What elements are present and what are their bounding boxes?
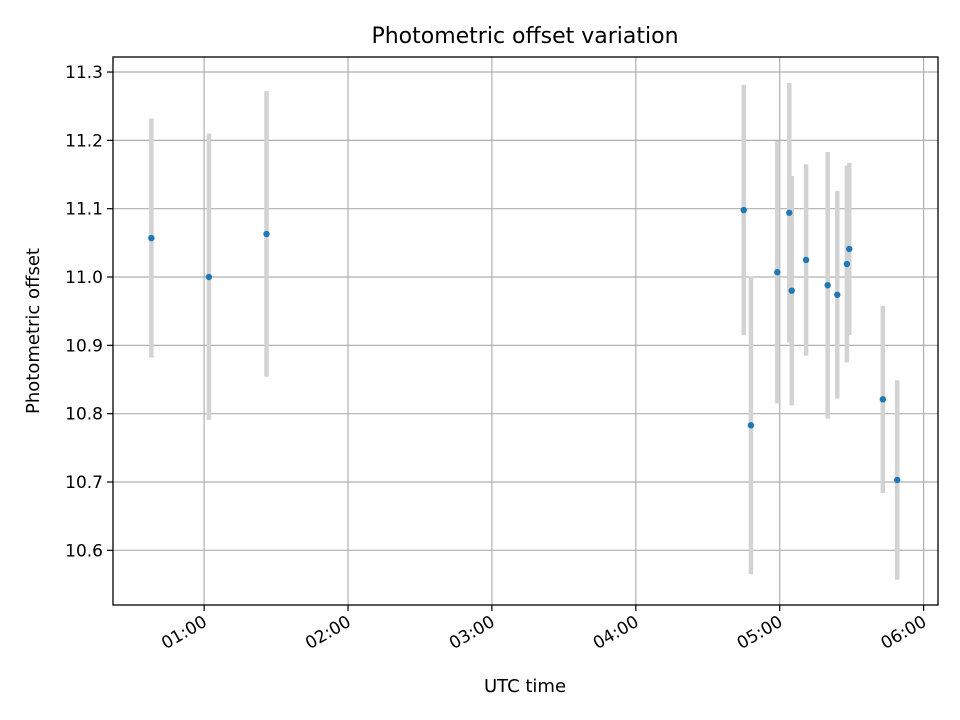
x-tick-label: 03:00 bbox=[446, 612, 498, 654]
y-tick-label: 10.8 bbox=[65, 405, 103, 425]
data-point bbox=[894, 476, 901, 484]
data-point bbox=[824, 282, 831, 289]
x-tick-label: 05:00 bbox=[734, 612, 786, 654]
data-point bbox=[747, 422, 755, 429]
data-point bbox=[740, 206, 747, 214]
y-axis-label: Photometric offset bbox=[23, 248, 44, 414]
data-point bbox=[802, 256, 810, 264]
x-tick-label: 04:00 bbox=[590, 612, 642, 654]
x-tick-label: 02:00 bbox=[302, 612, 354, 654]
data-point bbox=[843, 260, 851, 268]
error-bars bbox=[149, 82, 900, 580]
y-tick-label: 10.7 bbox=[65, 473, 103, 493]
data-point bbox=[846, 245, 853, 253]
y-tick-label: 10.6 bbox=[65, 541, 103, 561]
y-tick-label: 10.9 bbox=[65, 336, 103, 356]
data-point bbox=[834, 291, 841, 298]
data-point bbox=[879, 396, 887, 403]
chart-title: Photometric offset variation bbox=[371, 24, 678, 49]
y-tick-label: 11.2 bbox=[65, 131, 103, 151]
y-tick-label: 11.1 bbox=[65, 200, 103, 220]
y-tick-label: 11.3 bbox=[65, 63, 103, 83]
x-axis-label: UTC time bbox=[484, 676, 566, 697]
x-tick-label: 01:00 bbox=[158, 612, 210, 654]
plot-frame bbox=[112, 56, 939, 606]
y-axis-ticks: 10.6 10.7 10.8 10.9 11.0 11.1 11.2 11.3 bbox=[65, 63, 113, 561]
data-points bbox=[148, 206, 901, 484]
x-tick-label: 06:00 bbox=[878, 612, 930, 654]
data-point bbox=[205, 273, 213, 281]
data-point bbox=[148, 234, 155, 242]
y-tick-label: 11.0 bbox=[65, 268, 103, 288]
grid-lines bbox=[113, 57, 938, 605]
x-axis-ticks: 01:00 02:00 03:00 04:00 05:00 06:00 bbox=[158, 605, 930, 654]
data-point bbox=[788, 287, 795, 294]
data-point bbox=[263, 230, 270, 238]
data-point bbox=[786, 209, 793, 216]
data-point bbox=[774, 269, 781, 276]
